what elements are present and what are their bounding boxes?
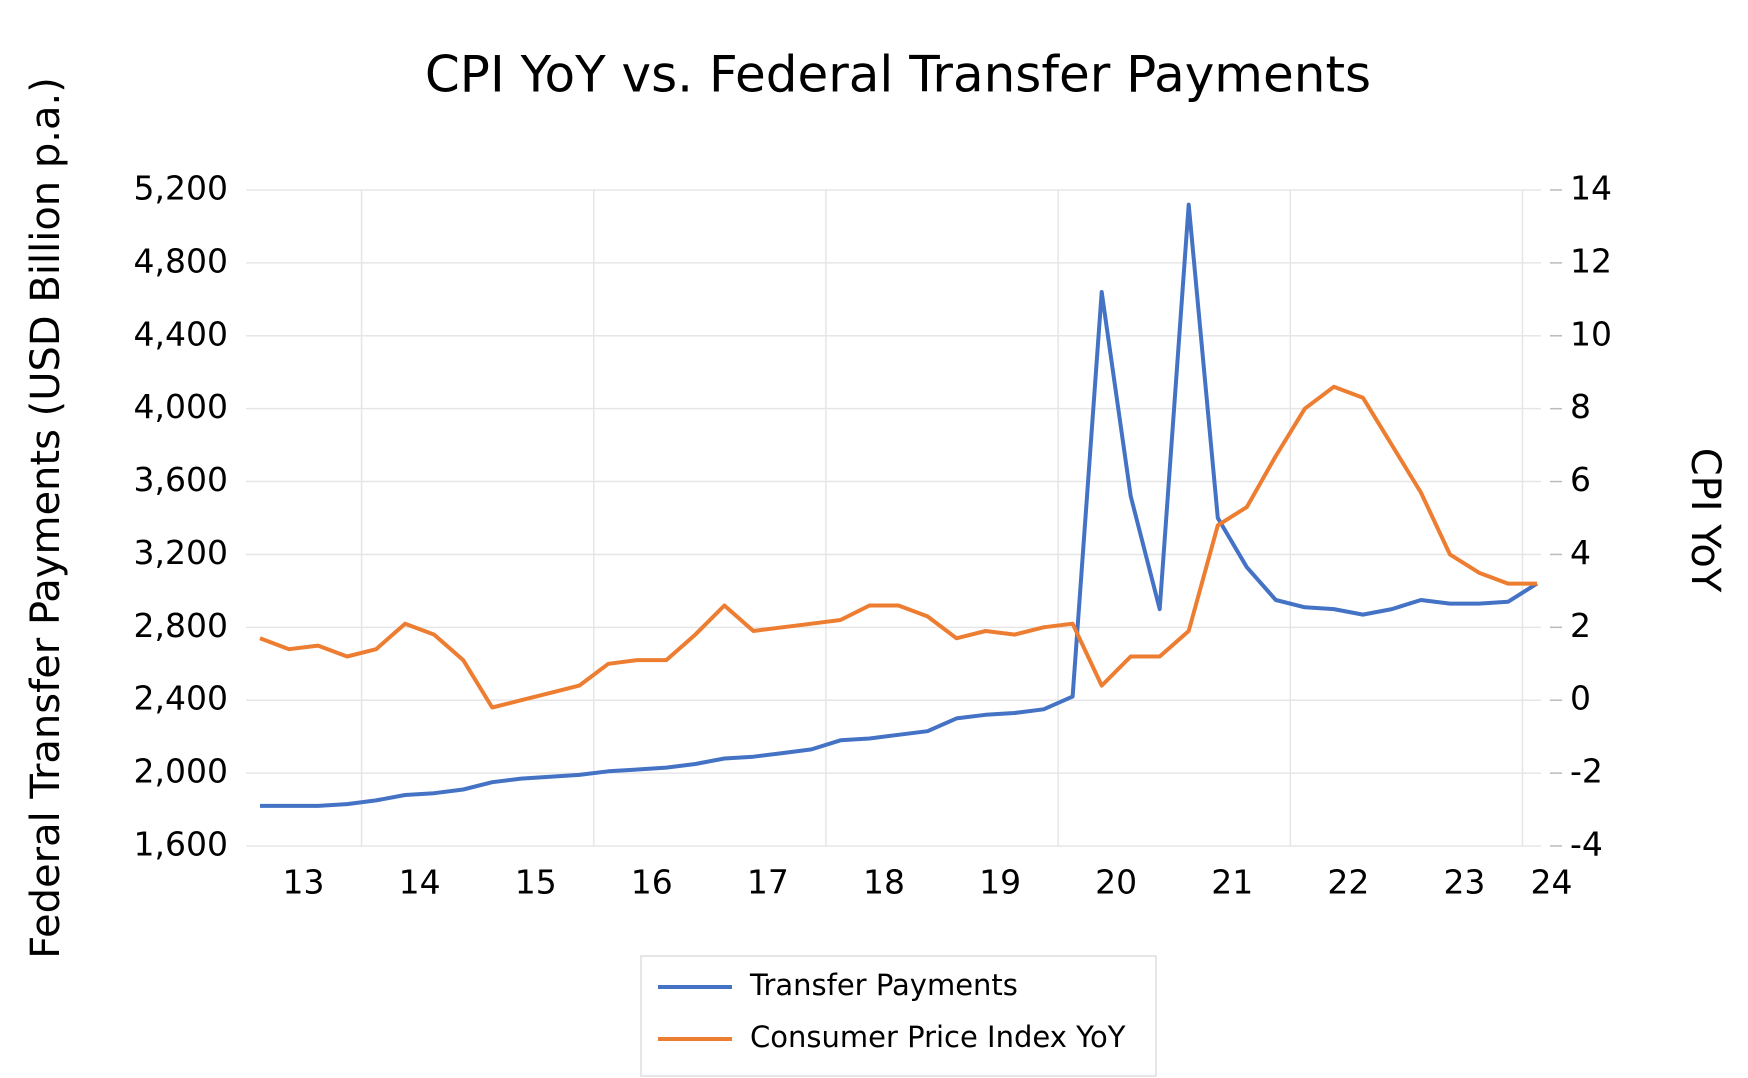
y-tick-label: 4,000 (134, 387, 228, 426)
y2-tick-label: 6 (1570, 460, 1591, 499)
y-tick-label: 2,400 (134, 679, 228, 718)
x-tick-label: 22 (1327, 863, 1369, 902)
legend-box (640, 955, 1157, 1077)
y2-tick-label: 4 (1570, 533, 1591, 572)
chart-title: CPI YoY vs. Federal Transfer Payments (425, 46, 1371, 104)
x-tick-label: 24 (1531, 863, 1573, 902)
x-tick-label: 19 (979, 863, 1021, 902)
y-tick-label: 3,200 (134, 533, 228, 572)
y-tick-label: 5,200 (134, 169, 228, 208)
x-tick-label: 20 (1095, 863, 1137, 902)
y-tick-label: 4,800 (134, 241, 228, 280)
x-tick-label: 16 (631, 863, 673, 902)
series-line (259, 384, 1537, 710)
x-tick-label: 15 (515, 863, 557, 902)
x-tick-label: 14 (399, 863, 441, 902)
x-tick-label: 18 (863, 863, 905, 902)
x-tick-label: 21 (1211, 863, 1253, 902)
y-tick-label: 2,800 (134, 606, 228, 645)
y-tick-label: 1,600 (134, 825, 228, 864)
legend-label: Transfer Payments (749, 968, 1018, 1002)
y2-tick-label: 14 (1570, 169, 1612, 208)
y2-tick-label: 12 (1570, 241, 1612, 280)
y2-tick-label: 10 (1570, 314, 1612, 353)
y-axis-title: Federal Transfer Payments (USD Billion p… (23, 77, 69, 959)
series-line (260, 202, 1539, 808)
legend-label: Consumer Price Index YoY (750, 1020, 1126, 1054)
y2-tick-label: -4 (1570, 825, 1603, 864)
y-tick-label: 4,400 (134, 314, 228, 353)
y2-tick-label: 8 (1570, 387, 1591, 426)
x-tick-label: 17 (747, 863, 789, 902)
x-tick-label: 13 (283, 863, 325, 902)
y2-axis-title: CPI YoY (1682, 448, 1728, 593)
y2-tick-label: -2 (1570, 752, 1603, 791)
x-tick-label: 23 (1443, 863, 1485, 902)
y-tick-label: 2,000 (134, 752, 228, 791)
y-tick-label: 3,600 (134, 460, 228, 499)
y2-tick-label: 0 (1570, 679, 1591, 718)
y2-tick-label: 2 (1570, 606, 1591, 645)
